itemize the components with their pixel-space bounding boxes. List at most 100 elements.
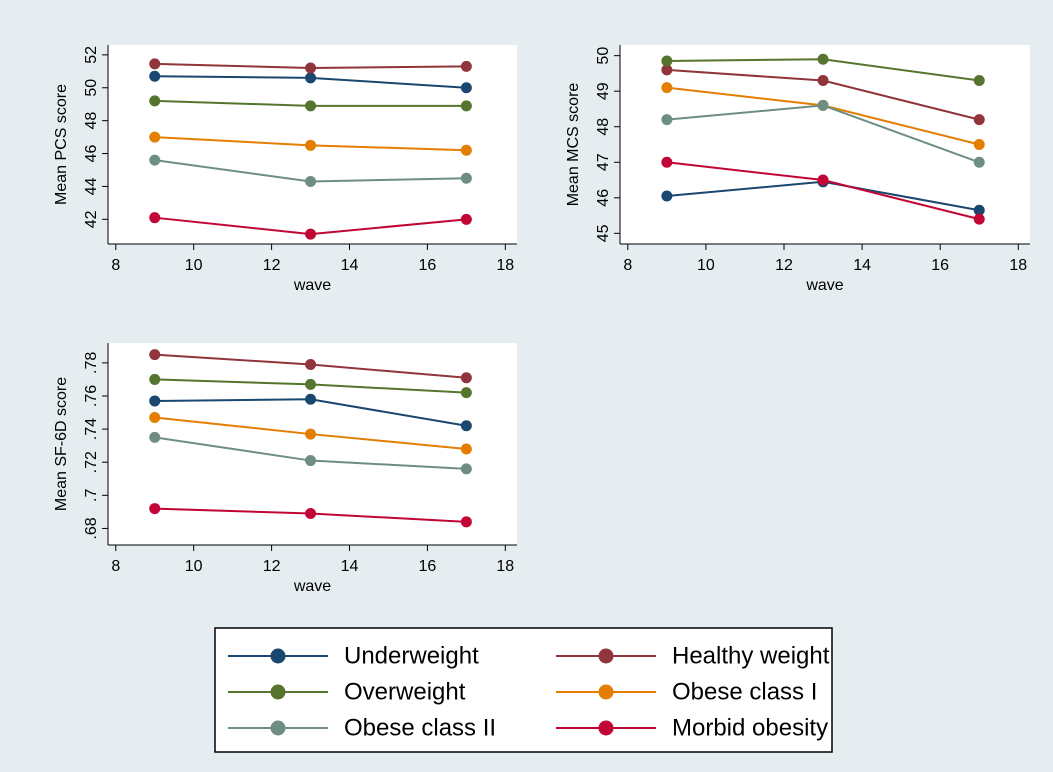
point — [149, 58, 161, 70]
point — [460, 144, 472, 156]
point — [661, 156, 673, 168]
y-tick-label: 48 — [83, 112, 100, 130]
legend-label: Obese class II — [344, 714, 496, 741]
point — [973, 114, 985, 126]
plot-area — [620, 45, 1030, 244]
point — [661, 64, 673, 76]
point — [460, 213, 472, 225]
x-tick-label: 8 — [111, 257, 120, 274]
point — [305, 176, 317, 188]
legend-marker — [270, 648, 286, 664]
x-axis-title: wave — [293, 277, 331, 294]
point — [973, 156, 985, 168]
legend-marker — [598, 720, 614, 736]
x-tick-label: 12 — [775, 257, 793, 274]
point — [305, 428, 317, 440]
y-tick-label: .7 — [83, 489, 100, 502]
y-tick-label: 49 — [595, 82, 612, 100]
point — [305, 393, 317, 405]
legend-marker — [598, 684, 614, 700]
point — [305, 72, 317, 84]
point — [305, 139, 317, 151]
point — [149, 131, 161, 143]
point — [661, 82, 673, 94]
point — [460, 387, 472, 399]
point — [817, 174, 829, 186]
point — [661, 190, 673, 202]
x-tick-label: 10 — [185, 558, 203, 575]
point — [305, 508, 317, 520]
legend-label: Obese class I — [672, 678, 817, 705]
point — [149, 412, 161, 424]
x-tick-label: 18 — [496, 257, 514, 274]
point — [149, 212, 161, 224]
x-tick-label: 10 — [697, 257, 715, 274]
y-tick-label: 50 — [83, 79, 100, 97]
x-tick-label: 14 — [853, 257, 871, 274]
point — [460, 420, 472, 432]
legend-box — [214, 627, 833, 753]
x-tick-label: 8 — [623, 257, 632, 274]
y-tick-label: 50 — [595, 47, 612, 65]
point — [305, 455, 317, 467]
point — [817, 99, 829, 111]
legend-label: Morbid obesity — [672, 714, 828, 741]
legend-label: Underweight — [344, 642, 479, 669]
point — [460, 82, 472, 94]
y-axis-title: Mean SF-6D score — [53, 377, 70, 511]
point — [305, 359, 317, 371]
point — [661, 114, 673, 126]
y-tick-label: .78 — [83, 352, 100, 374]
x-tick-label: 14 — [341, 257, 359, 274]
y-axis-title: Mean MCS score — [565, 83, 582, 207]
point — [305, 378, 317, 390]
point — [460, 172, 472, 184]
point — [973, 139, 985, 150]
legend-marker — [270, 720, 286, 736]
x-axis-title: wave — [293, 578, 331, 595]
x-tick-label: 14 — [341, 558, 359, 575]
legend-label: Overweight — [344, 678, 466, 705]
legend-marker — [598, 648, 614, 664]
point — [460, 60, 472, 72]
point — [149, 70, 161, 82]
y-tick-label: .68 — [83, 517, 100, 539]
y-tick-label: 42 — [83, 210, 100, 228]
x-tick-label: 16 — [419, 558, 437, 575]
x-tick-label: 16 — [419, 257, 437, 274]
y-axis-title: Mean PCS score — [53, 84, 70, 205]
legend-marker — [270, 684, 286, 700]
y-tick-label: 48 — [595, 118, 612, 136]
point — [460, 443, 472, 455]
point — [149, 431, 161, 443]
y-tick-label: 44 — [83, 177, 100, 195]
point — [460, 100, 472, 112]
x-tick-label: 16 — [931, 257, 949, 274]
x-tick-label: 12 — [263, 558, 281, 575]
point — [149, 154, 161, 166]
y-tick-label: .72 — [83, 451, 100, 473]
y-tick-label: 45 — [595, 224, 612, 242]
point — [973, 204, 985, 216]
x-tick-label: 18 — [496, 558, 514, 575]
y-tick-label: 52 — [83, 46, 100, 64]
x-tick-label: 8 — [111, 558, 120, 575]
legend-label: Healthy weight — [672, 642, 830, 669]
point — [149, 373, 161, 385]
point — [460, 372, 472, 384]
y-tick-label: 46 — [83, 145, 100, 163]
point — [973, 213, 985, 225]
point — [305, 228, 317, 240]
y-tick-label: .74 — [83, 418, 100, 440]
point — [305, 100, 317, 112]
x-tick-label: 12 — [263, 257, 281, 274]
x-tick-label: 10 — [185, 257, 203, 274]
point — [817, 75, 829, 87]
point — [149, 395, 161, 407]
point — [460, 516, 472, 528]
point — [817, 53, 829, 65]
y-tick-label: 46 — [595, 189, 612, 207]
point — [149, 349, 161, 361]
x-tick-label: 18 — [1009, 257, 1027, 274]
